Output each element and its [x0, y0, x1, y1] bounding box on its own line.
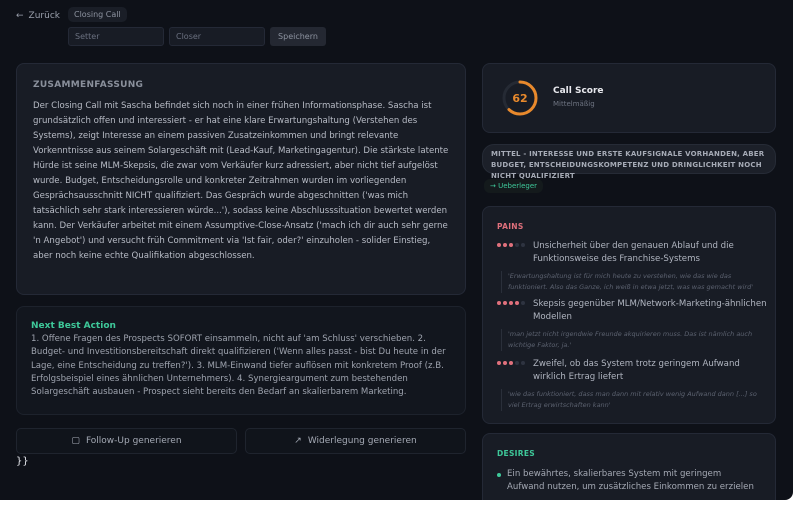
score-title: Call Score	[553, 86, 604, 96]
pains-heading: PAINS	[497, 222, 524, 231]
arrow-left-icon: ←	[16, 11, 24, 21]
severity-dots	[497, 361, 525, 365]
severity-dot	[515, 361, 519, 365]
nba-heading: Next Best Action	[31, 321, 116, 331]
severity-dot	[509, 361, 513, 365]
score-card: 62 Call Score Mittelmäßig	[482, 63, 776, 133]
severity-dot	[509, 243, 513, 247]
pains-card: PAINS Unsicherheit über den genauen Abla…	[482, 206, 776, 424]
score-ring	[502, 80, 538, 116]
severity-dot	[521, 243, 525, 247]
severity-dot	[503, 243, 507, 247]
assessment-badge: MITTEL - INTERESSE UND ERSTE KAUFSIGNALE…	[482, 144, 776, 180]
severity-dot	[503, 361, 507, 365]
summary-card: ZUSAMMENFASSUNG Der Closing Call mit Sas…	[16, 63, 466, 295]
save-button[interactable]: Speichern	[270, 27, 326, 46]
desires-card: DESIRES Ein bewährtes, skalierbares Syst…	[482, 433, 776, 500]
nba-text: 1. Offene Fragen des Prospects SOFORT ei…	[31, 334, 446, 398]
call-type-chip: Closing Call	[68, 7, 127, 22]
app: ← Zurück Closing Call Setter Closer Speic…	[0, 0, 793, 500]
severity-dot	[509, 301, 513, 305]
next-best-action-card: Next Best Action 1. Offene Fragen des Pr…	[16, 306, 466, 415]
severity-dot	[497, 301, 501, 305]
desires-heading: DESIRES	[497, 449, 535, 458]
type-tag: → Ueberleger	[484, 179, 544, 193]
pain-item: Zweifel, ob das System trotz geringem Au…	[497, 358, 767, 411]
closer-input[interactable]: Closer	[169, 27, 265, 46]
severity-dot	[515, 301, 519, 305]
severity-dots	[497, 243, 525, 247]
summary-heading: ZUSAMMENFASSUNG	[33, 80, 144, 90]
severity-dot	[521, 301, 525, 305]
desire-item: Ein bewährtes, skalierbares System mit g…	[497, 468, 757, 494]
severity-dot	[497, 361, 501, 365]
severity-dots	[497, 301, 525, 305]
stray-text: }}	[16, 456, 29, 467]
severity-dot	[497, 243, 501, 247]
score-value: 62	[512, 92, 528, 105]
score-rating: Mittelmäßig	[553, 100, 595, 108]
rebuttal-button[interactable]: ↗ Widerlegung generieren	[245, 428, 466, 454]
summary-text: Der Closing Call mit Sascha befindet sic…	[33, 101, 449, 261]
back-link[interactable]: ← Zurück	[16, 11, 60, 21]
trending-up-icon: ↗	[294, 436, 302, 446]
pain-item: Skepsis gegenüber MLM/Network-Marketing-…	[497, 298, 767, 351]
followup-button[interactable]: ▢ Follow-Up generieren	[16, 428, 237, 454]
bullet-icon	[497, 473, 501, 477]
message-icon: ▢	[71, 436, 80, 446]
pain-item: Unsicherheit über den genauen Ablauf und…	[497, 240, 767, 293]
setter-input[interactable]: Setter	[68, 27, 164, 46]
severity-dot	[503, 301, 507, 305]
severity-dot	[515, 243, 519, 247]
severity-dot	[521, 361, 525, 365]
